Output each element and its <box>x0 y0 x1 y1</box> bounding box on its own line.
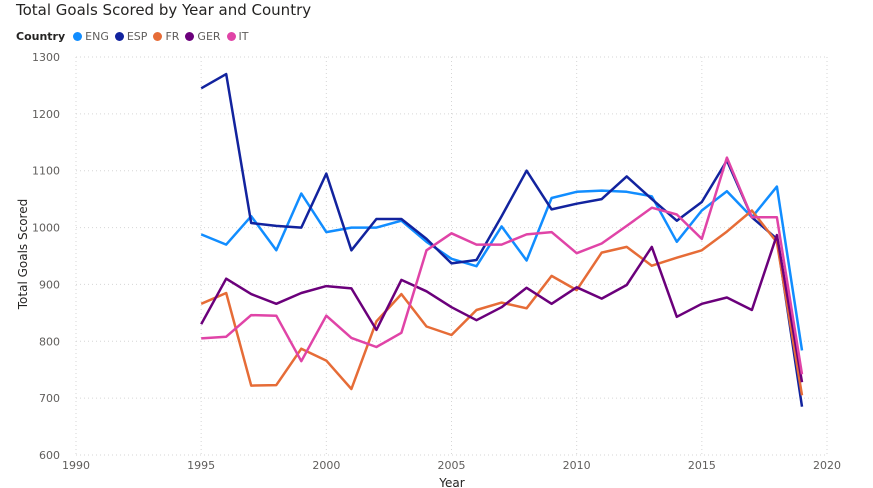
legend-items: ENG ESP FR GER IT <box>73 30 254 43</box>
x-tick-label: 2005 <box>438 459 466 472</box>
series-line-fr <box>200 209 804 396</box>
y-axis-ticks: 600 700 800 900 1000 1100 1200 1300 <box>32 51 60 462</box>
x-tick-label: 2020 <box>813 459 841 472</box>
y-tick-label: 1300 <box>32 51 60 64</box>
y-axis-label: Total Goals Scored <box>16 199 30 310</box>
x-axis-label: Year <box>438 476 464 488</box>
legend-item-eng[interactable]: ENG <box>73 30 109 43</box>
series-line-it <box>201 156 804 375</box>
x-tick-label: 2000 <box>312 459 340 472</box>
legend-label: ENG <box>85 30 109 43</box>
series-line-esp <box>200 72 804 407</box>
y-tick-label: 800 <box>39 335 60 348</box>
legend: Country ENG ESP FR GER IT <box>16 30 255 43</box>
legend-label: ESP <box>126 30 148 43</box>
legend-title: Country <box>16 30 66 43</box>
y-tick-label: 600 <box>39 449 60 462</box>
x-tick-label: 2015 <box>688 459 716 472</box>
x-tick-label: 1995 <box>187 459 215 472</box>
legend-dot-icon <box>114 32 124 41</box>
series-line-eng <box>200 185 804 351</box>
gridlines <box>75 56 828 456</box>
y-tick-label: 700 <box>39 392 60 405</box>
legend-label: IT <box>238 30 249 43</box>
chart-title: Total Goals Scored by Year and Country <box>16 1 312 19</box>
y-tick-label: 900 <box>39 278 60 291</box>
legend-dot-icon <box>226 32 236 41</box>
series-line-ger <box>200 233 804 383</box>
legend-item-ger[interactable]: GER <box>185 30 221 43</box>
x-axis-ticks: 1990 1995 2000 2005 2010 2015 2020 <box>62 459 841 472</box>
series-lines <box>200 72 804 407</box>
x-tick-label: 1990 <box>62 459 90 472</box>
y-tick-label: 1100 <box>32 165 60 178</box>
x-tick-label: 2010 <box>563 459 591 472</box>
legend-item-fr[interactable]: FR <box>153 30 179 43</box>
legend-dot-icon <box>73 32 83 41</box>
legend-dot-icon <box>185 32 195 41</box>
y-tick-label: 1200 <box>32 108 60 121</box>
legend-label: GER <box>197 30 221 43</box>
y-tick-label: 1000 <box>32 222 60 235</box>
legend-item-esp[interactable]: ESP <box>114 30 148 43</box>
legend-dot-icon <box>153 32 163 41</box>
legend-item-it[interactable]: IT <box>226 30 249 43</box>
legend-label: FR <box>165 30 180 43</box>
